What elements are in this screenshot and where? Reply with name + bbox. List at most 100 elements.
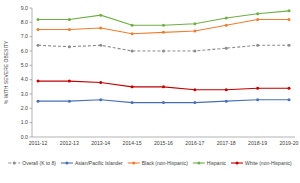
marker [256, 44, 259, 47]
marker [99, 27, 102, 30]
marker [256, 98, 259, 101]
legend-swatch [128, 162, 140, 163]
y-tick-label: 6.0 [21, 48, 28, 54]
y-tick [30, 51, 33, 52]
marker [225, 88, 228, 91]
legend-item: White (non-Hispanic) [231, 160, 292, 166]
marker [131, 24, 134, 27]
y-tick-label: 8.0 [21, 19, 28, 25]
x-tick-label: 2014-15 [123, 140, 142, 146]
legend-marker [13, 162, 16, 165]
marker [68, 100, 71, 103]
x-tick-label: 2011-12 [29, 140, 48, 146]
marker [68, 80, 71, 83]
legend-label: Overall (K to 8) [22, 160, 56, 166]
y-tick [30, 108, 33, 109]
legend: Overall (K to 8) Asian/Pacific Islander Bl… [8, 160, 292, 166]
marker [68, 45, 71, 48]
legend-item: Overall (K to 8) [8, 160, 56, 166]
marker [256, 87, 259, 90]
x-axis: 2011-12 2012-13 2013-14 2014-15 2015-16 2016-… [29, 140, 299, 146]
marker [288, 44, 291, 47]
marker [37, 18, 40, 21]
legend-label: Asian/Pacific Islander [75, 160, 123, 166]
marker [99, 44, 102, 47]
marker [131, 32, 134, 35]
y-tick-label: 0.0 [21, 134, 28, 140]
marker [225, 24, 228, 27]
marker [256, 18, 259, 21]
marker [288, 98, 291, 101]
marker [193, 22, 196, 25]
marker [37, 100, 40, 103]
legend-label: Black (non-Hispanic) [142, 160, 188, 166]
marker [193, 88, 196, 91]
y-tick [30, 22, 33, 23]
legend-swatch [8, 162, 20, 163]
marker [37, 80, 40, 83]
legend-swatch [61, 162, 73, 163]
legend-marker [236, 162, 239, 165]
marker [68, 18, 71, 21]
marker [131, 101, 134, 104]
x-tick-label: 2015-16 [154, 140, 173, 146]
series-line [38, 81, 289, 90]
marker [225, 100, 228, 103]
y-tick [30, 122, 33, 123]
plot-area [37, 9, 291, 104]
legend-label: Hispanic [207, 160, 227, 166]
marker [37, 44, 40, 47]
marker [162, 85, 165, 88]
marker [99, 81, 102, 84]
marker [193, 29, 196, 32]
y-tick [30, 79, 33, 80]
marker [225, 17, 228, 20]
x-tick-label: 2018-19 [248, 140, 267, 146]
marker [225, 47, 228, 50]
marker [37, 28, 40, 31]
legend-item: Black (non-Hispanic) [128, 160, 188, 166]
y-tick [30, 65, 33, 66]
legend-label: White (non-Hispanic) [245, 160, 292, 166]
marker [256, 12, 259, 15]
x-tick-label: 2016-17 [185, 140, 204, 146]
y-tick-label: 1.0 [21, 119, 28, 125]
marker [131, 85, 134, 88]
legend-marker [197, 162, 200, 165]
x-tick-label: 2012-13 [60, 140, 79, 146]
legend-swatch [231, 162, 243, 163]
series-line [38, 19, 289, 33]
legend-marker [132, 162, 135, 165]
y-axis: 0.01.02.03.04.05.06.07.08.09.0 [21, 5, 295, 140]
marker [68, 28, 71, 31]
marker [288, 18, 291, 21]
y-tick-label: 4.0 [21, 76, 28, 82]
x-tick-label: 2013-14 [91, 140, 110, 146]
marker [162, 101, 165, 104]
marker [162, 31, 165, 34]
marker [162, 24, 165, 27]
y-tick [30, 8, 33, 9]
marker [288, 9, 291, 12]
marker [193, 101, 196, 104]
marker [99, 14, 102, 17]
series-line [38, 11, 289, 25]
marker [131, 50, 134, 53]
y-axis-line [32, 8, 33, 137]
y-tick-label: 7.0 [21, 33, 28, 39]
legend-item: Asian/Pacific Islander [61, 160, 123, 166]
legend-item: Hispanic [193, 160, 227, 166]
chart: 0.01.02.03.04.05.06.07.08.09.0% WITH SEV… [0, 0, 300, 183]
x-tick-label: 2017-18 [217, 140, 236, 146]
x-tick-label: 2019-20 [279, 140, 298, 146]
legend-marker [65, 162, 68, 165]
x-axis-line [32, 137, 295, 138]
y-axis-label: % WITH SEVERE OBESITY [3, 40, 9, 104]
marker [193, 50, 196, 53]
y-tick-label: 5.0 [21, 62, 28, 68]
y-tick-label: 9.0 [21, 5, 28, 11]
y-tick-label: 3.0 [21, 91, 28, 97]
legend-swatch [193, 162, 205, 163]
marker [99, 98, 102, 101]
y-tick [30, 94, 33, 95]
